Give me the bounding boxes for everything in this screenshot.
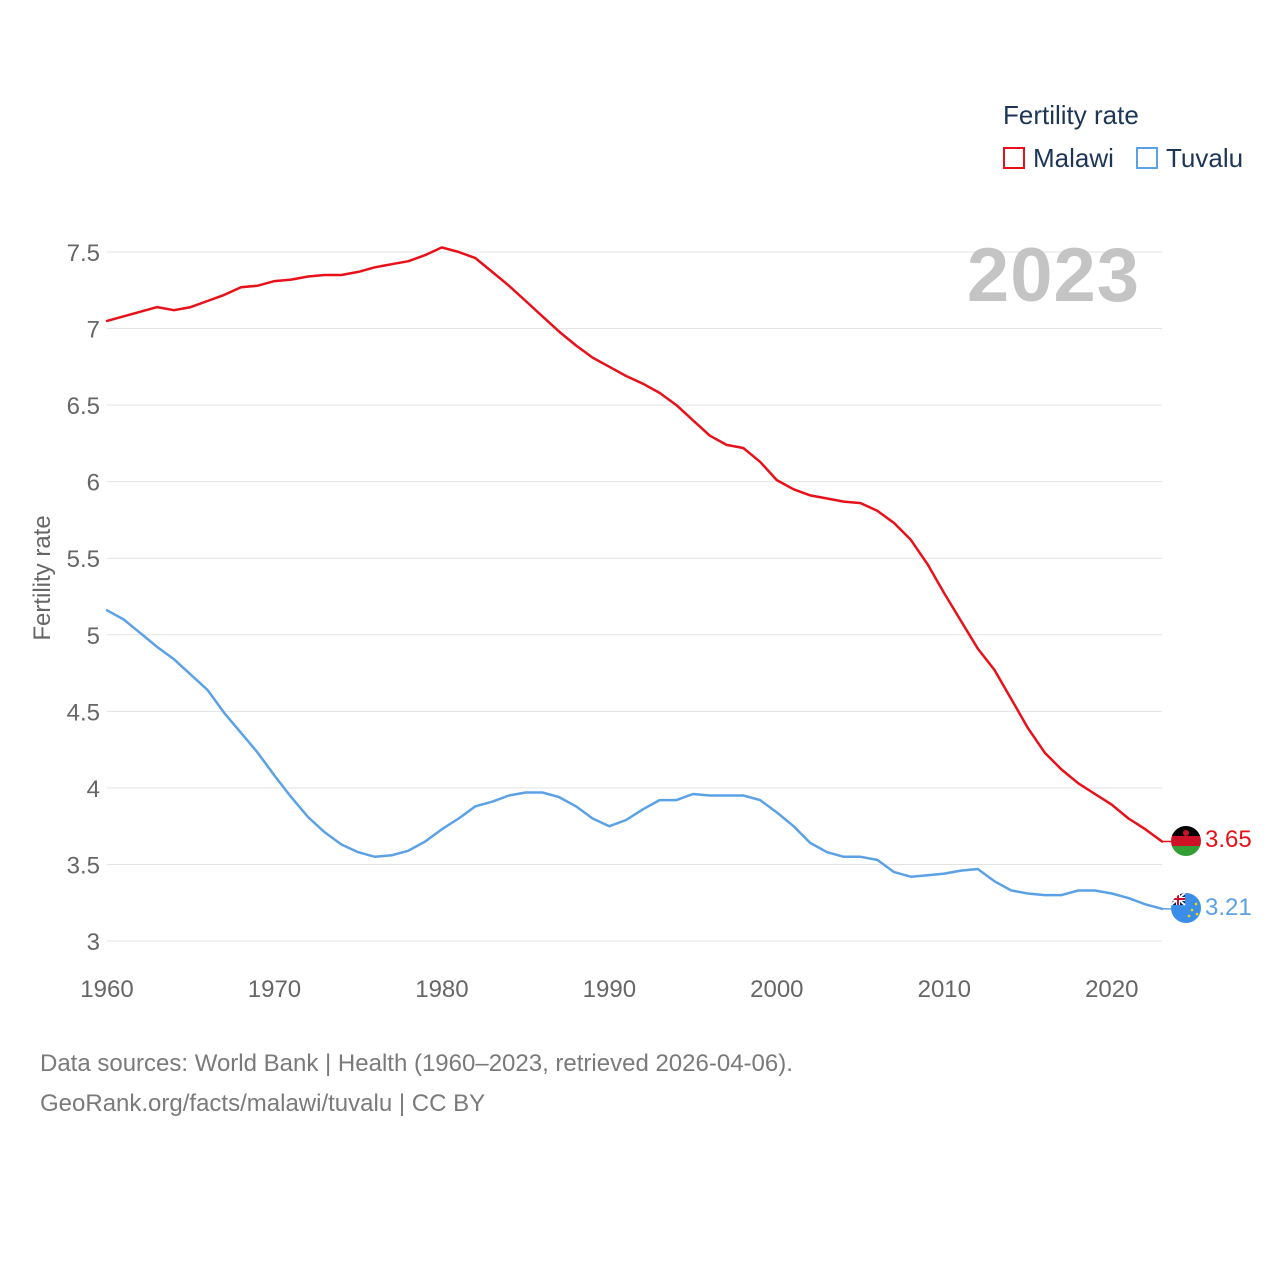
- y-tick-label: 7.5: [67, 240, 100, 267]
- x-tick-label: 2000: [750, 976, 803, 1003]
- legend-label-tuvalu: Tuvalu: [1166, 142, 1244, 173]
- y-axis-ticks: 7.5 7 6.5 6 5.5 5 4.5 4 3.5 3: [67, 240, 100, 956]
- malawi-end-value: 3.65: [1205, 826, 1252, 853]
- y-tick-label: 6.5: [67, 393, 100, 420]
- tuvalu-flag-icon: [1171, 893, 1201, 923]
- y-tick-label: 3.5: [67, 852, 100, 879]
- malawi-flag-icon: [1171, 826, 1201, 856]
- tuvalu-end-value: 3.21: [1205, 894, 1252, 921]
- footer-attribution: GeoRank.org/facts/malawi/tuvalu | CC BY: [40, 1090, 486, 1117]
- series-lines: [105, 246, 1171, 911]
- legend-swatch-malawi: [1003, 147, 1025, 169]
- legend-swatch-tuvalu: [1136, 147, 1158, 169]
- legend-item-tuvalu[interactable]: Tuvalu: [1136, 142, 1243, 174]
- legend-item-malawi[interactable]: Malawi: [1003, 142, 1114, 174]
- y-tick-label: 6: [87, 470, 100, 497]
- y-tick-label: 4.5: [67, 699, 100, 726]
- x-tick-label: 1960: [80, 976, 133, 1003]
- x-axis-ticks: 1960 1970 1980 1990 2000 2010 2020: [80, 976, 1138, 1003]
- series-line-tuvalu: [105, 609, 1164, 911]
- y-tick-label: 3: [87, 929, 100, 956]
- year-watermark: 2023: [966, 233, 1140, 318]
- series-line-malawi: [105, 246, 1164, 843]
- x-tick-label: 1990: [583, 976, 636, 1003]
- footer: Data sources: World Bank | Health (1960–…: [40, 1044, 793, 1124]
- y-tick-label: 5.5: [67, 546, 100, 573]
- x-tick-label: 1980: [415, 976, 468, 1003]
- footer-data-sources: Data sources: World Bank | Health (1960–…: [40, 1050, 793, 1077]
- legend-title: Fertility rate: [1003, 100, 1139, 130]
- x-tick-label: 1970: [248, 976, 301, 1003]
- y-axis-label: Fertility rate: [29, 515, 56, 640]
- y-tick-label: 5: [87, 623, 100, 650]
- y-tick-label: 7: [87, 317, 100, 344]
- legend-label-malawi: Malawi: [1033, 142, 1114, 173]
- gridlines: [107, 251, 1162, 942]
- x-tick-label: 2010: [918, 976, 971, 1003]
- y-tick-label: 4: [87, 776, 100, 803]
- x-tick-label: 2020: [1085, 976, 1138, 1003]
